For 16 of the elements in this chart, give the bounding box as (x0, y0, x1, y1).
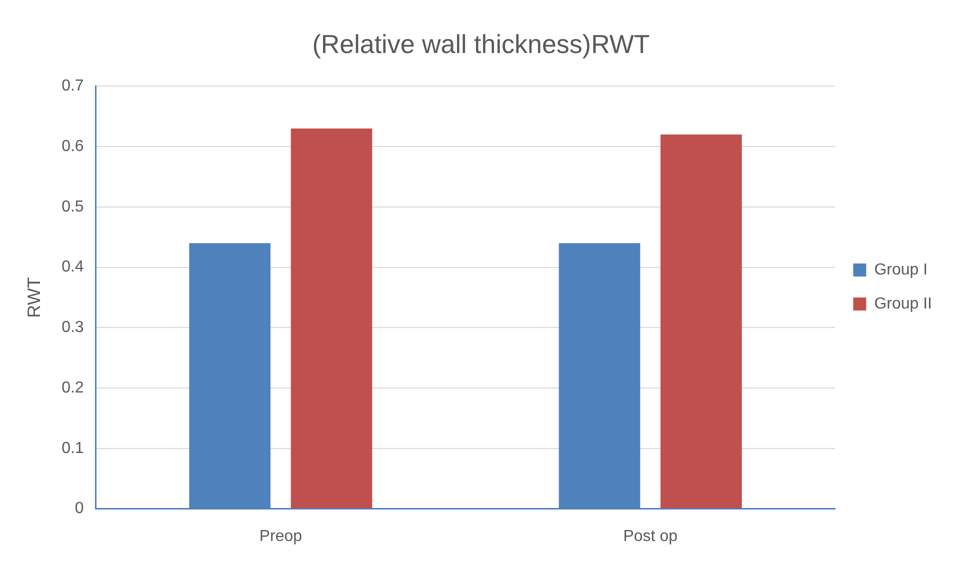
bar (290, 128, 372, 508)
y-tick-label: 0 (74, 500, 84, 518)
y-tick-label: 0.1 (62, 440, 84, 457)
y-tick-label: 0.6 (62, 138, 84, 155)
y-axis-title: RWT (24, 277, 44, 318)
x-tick-label: Post op (623, 528, 678, 545)
bar (660, 134, 742, 508)
y-tick-label: 0.7 (62, 78, 84, 95)
x-tick-label: Preop (259, 528, 302, 545)
legend-label: Group II (874, 295, 932, 312)
y-tick-label: 0.2 (62, 379, 84, 396)
y-tick-label: 0.4 (62, 258, 84, 276)
y-tick-label: 0.3 (62, 319, 84, 336)
y-tick-label: 0.5 (62, 198, 84, 216)
legend-label: Group I (874, 261, 928, 278)
chart-title: (Relative wall thickness)RWT (312, 28, 650, 59)
